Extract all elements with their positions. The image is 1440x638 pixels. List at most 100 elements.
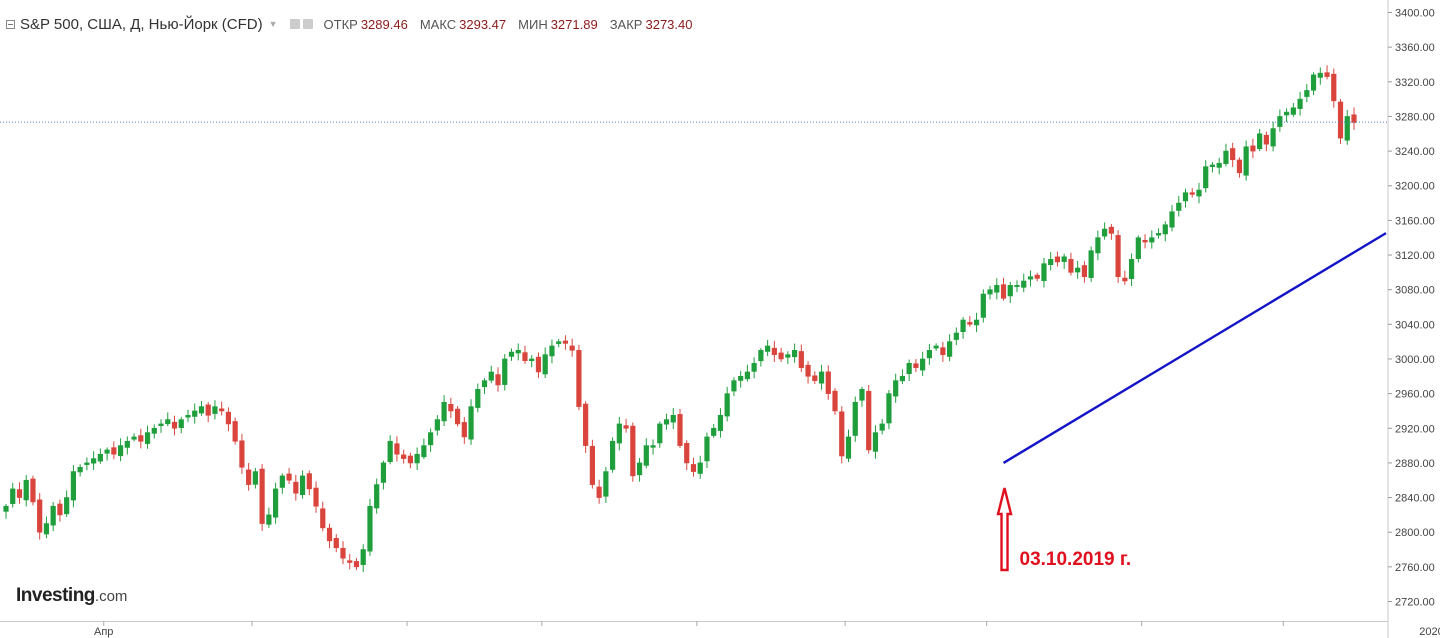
candle-body-down	[138, 435, 144, 442]
candle	[636, 457, 643, 482]
candle-body-down	[569, 345, 575, 351]
candle	[832, 388, 838, 415]
candle	[1021, 273, 1027, 293]
candle	[380, 460, 387, 490]
candle	[1257, 128, 1263, 152]
candle-body-down	[219, 408, 225, 412]
candle	[744, 364, 750, 382]
candle	[771, 340, 777, 362]
candle-body-down	[940, 347, 946, 355]
close-icon[interactable]	[302, 19, 313, 29]
candle	[697, 455, 703, 479]
candle	[77, 464, 83, 477]
candle-body-down	[353, 561, 360, 568]
candle	[151, 424, 157, 439]
candle-body-up	[299, 475, 306, 495]
candle-body-down	[1142, 239, 1148, 243]
y-tick-label: 3120.00	[1395, 250, 1435, 262]
candle	[246, 462, 252, 491]
candle-body-up	[758, 350, 764, 362]
candle	[994, 278, 1000, 300]
candle-body-up	[636, 462, 643, 476]
candle-body-down	[866, 390, 872, 451]
candle	[502, 354, 508, 391]
candle	[906, 359, 912, 382]
candle-body-down	[623, 425, 629, 429]
candle	[805, 361, 811, 384]
candle-body-up	[117, 445, 124, 457]
settings-icon[interactable]	[289, 19, 300, 29]
candle	[1081, 261, 1087, 283]
candle	[259, 464, 265, 531]
candle	[535, 352, 542, 379]
candle-body-up	[1257, 133, 1263, 150]
candle-body-up	[1176, 202, 1182, 211]
candle	[1027, 270, 1034, 287]
candle	[724, 386, 730, 422]
candle-body-up	[10, 488, 16, 504]
candle	[1243, 140, 1249, 181]
candle-body-down	[684, 442, 690, 464]
low-value: 3271.89	[550, 16, 598, 32]
candle-body-down	[407, 455, 414, 464]
candle-body-up	[1014, 285, 1020, 287]
candle	[320, 501, 326, 532]
candle	[845, 429, 852, 463]
candle-body-up	[1270, 128, 1276, 147]
candle-body-up	[151, 427, 157, 434]
candle-body-up	[198, 406, 205, 414]
candle	[441, 395, 447, 427]
candle	[704, 432, 710, 469]
candle	[97, 448, 103, 464]
candle-body-up	[131, 436, 137, 440]
candle-body-up	[1128, 259, 1135, 279]
candle	[1209, 161, 1216, 173]
collapse-toggle-icon[interactable]	[6, 19, 15, 29]
candle	[677, 409, 683, 449]
candle-body-up	[1095, 237, 1101, 254]
candle	[239, 433, 245, 474]
candle	[1203, 160, 1209, 193]
candle-body-up	[1135, 237, 1141, 259]
candle	[529, 355, 535, 368]
candle	[43, 516, 50, 539]
candle-body-up	[70, 471, 76, 501]
candle	[1054, 251, 1061, 267]
candle-body-up	[886, 393, 892, 424]
candle	[596, 479, 602, 504]
candle	[866, 384, 872, 454]
candle-body-down	[1324, 72, 1330, 77]
candle	[623, 418, 629, 433]
low-label: МИН	[518, 16, 548, 32]
candle-body-up	[980, 293, 986, 318]
candle	[64, 490, 70, 517]
candle	[1337, 99, 1344, 144]
candle-body-up	[192, 410, 198, 417]
candle	[670, 407, 676, 430]
candle-body-up	[3, 505, 9, 512]
candle	[1351, 107, 1357, 130]
candle-body-down	[576, 350, 582, 407]
candle	[1068, 252, 1074, 276]
candle	[852, 396, 858, 442]
candle	[407, 452, 414, 469]
candle-body-up	[663, 419, 670, 425]
candle-body-up	[711, 427, 717, 436]
candle	[124, 436, 130, 455]
candle-body-up	[1284, 111, 1290, 116]
candle-body-up	[1075, 267, 1081, 273]
candle	[252, 467, 258, 489]
candle-body-up	[1310, 74, 1317, 91]
candle-body-down	[522, 352, 528, 362]
candle	[690, 457, 697, 477]
candle-body-up	[104, 449, 110, 454]
candle-body-up	[23, 479, 29, 501]
chevron-down-icon[interactable]: ▼	[268, 19, 278, 29]
candle	[461, 416, 467, 444]
candle	[508, 348, 515, 361]
candle	[488, 365, 494, 384]
candle-body-up	[670, 414, 676, 423]
open-label: ОТКР	[323, 16, 358, 32]
candle-body-up	[724, 393, 730, 417]
